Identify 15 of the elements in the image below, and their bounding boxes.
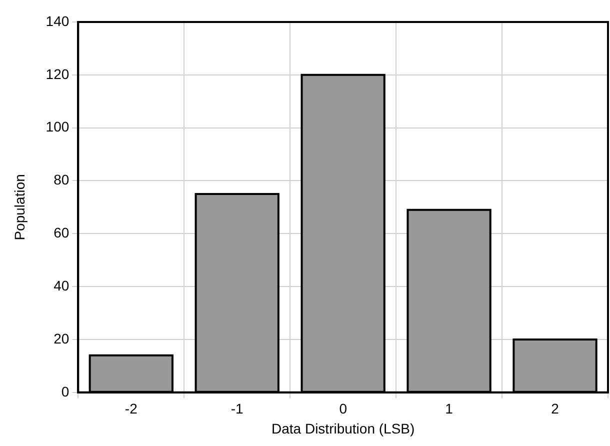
- y-tick-label: 40: [54, 277, 70, 294]
- x-tick-label: 2: [551, 400, 560, 417]
- x-tick-label: -2: [124, 400, 138, 417]
- x-tick-label: 1: [445, 400, 454, 417]
- y-tick-label: 20: [54, 330, 70, 346]
- y-axis-title: Population: [11, 174, 28, 240]
- y-tick-label: 80: [54, 172, 70, 188]
- y-tick-label: 120: [46, 66, 70, 82]
- x-tick-label: -1: [230, 400, 244, 417]
- y-tick-label: 60: [54, 224, 70, 241]
- y-tick-label: 100: [46, 118, 70, 135]
- x-tick-label: 0: [339, 400, 348, 417]
- y-tick-label: 140: [46, 12, 70, 29]
- x-axis-title: Data Distribution (LSB): [271, 420, 415, 436]
- y-tick-label: 0: [61, 383, 70, 400]
